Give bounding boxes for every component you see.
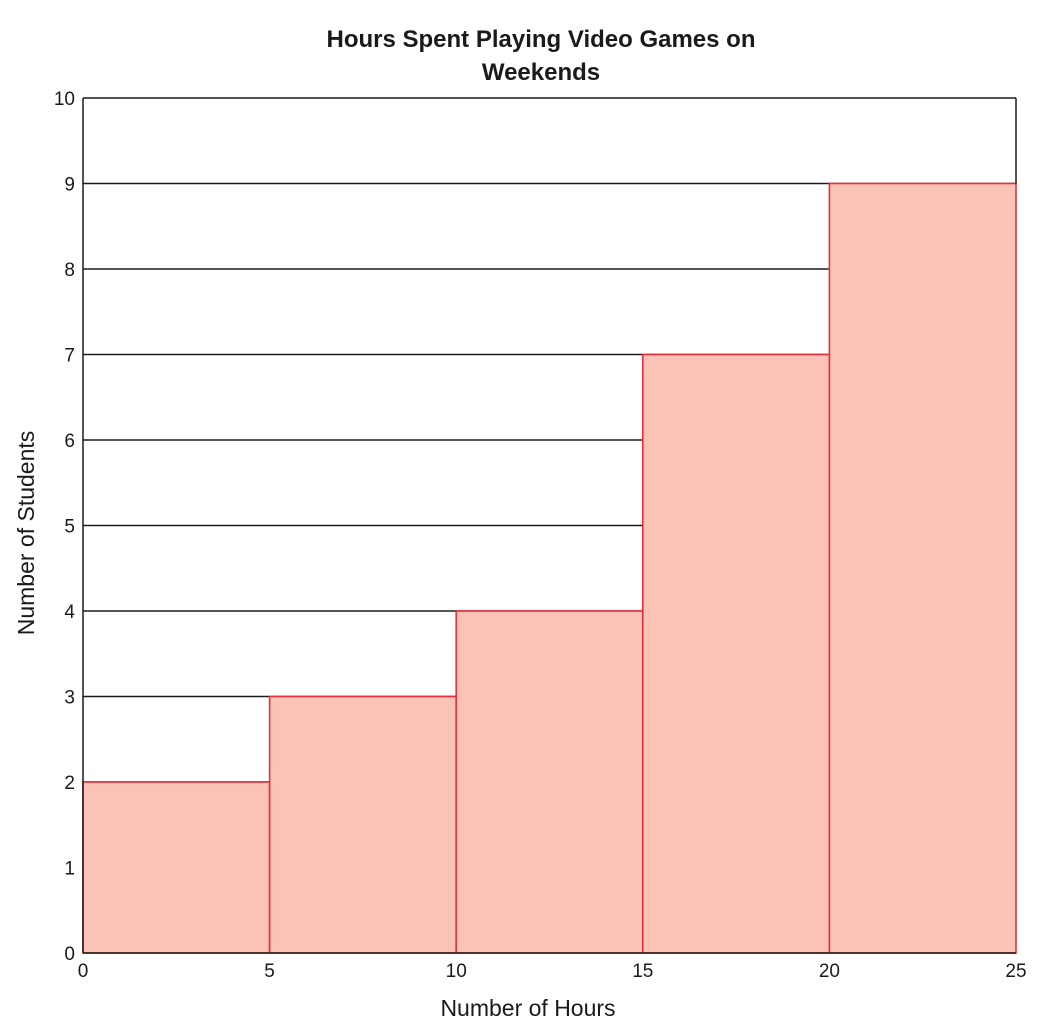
x-tick-labels: 0 5 10 15 20 25 xyxy=(78,961,1027,982)
x-tick-label-20: 20 xyxy=(819,961,840,982)
y-tick-label-6: 6 xyxy=(64,431,75,452)
chart-title-line-2: Weekends xyxy=(482,59,600,86)
y-tick-label-3: 3 xyxy=(64,688,75,709)
x-tick-label-5: 5 xyxy=(264,961,275,982)
y-tick-labels: 0 1 2 3 4 5 6 7 8 9 10 xyxy=(54,89,76,965)
y-tick-label-2: 2 xyxy=(64,773,75,794)
y-tick-label-0: 0 xyxy=(64,944,75,965)
y-tick-label-7: 7 xyxy=(64,346,75,367)
y-tick-label-4: 4 xyxy=(64,602,75,623)
bar-5-10 xyxy=(268,695,458,954)
y-axis-label: Number of Students xyxy=(13,431,39,636)
x-tick-label-25: 25 xyxy=(1005,961,1026,982)
bar-15-20 xyxy=(641,353,831,954)
y-tick-label-10: 10 xyxy=(54,89,75,110)
y-tick-label-8: 8 xyxy=(64,260,75,281)
bars xyxy=(82,182,1017,954)
x-axis-label: Number of Hours xyxy=(440,995,615,1021)
bar-20-25 xyxy=(828,182,1017,954)
bar-0-5 xyxy=(82,781,271,954)
y-tick-label-9: 9 xyxy=(64,175,75,196)
y-tick-label-5: 5 xyxy=(64,517,75,538)
x-tick-label-10: 10 xyxy=(446,961,467,982)
x-tick-label-0: 0 xyxy=(78,961,89,982)
bar-10-15 xyxy=(455,610,644,954)
plot-frame xyxy=(82,97,1017,954)
x-tick-label-15: 15 xyxy=(632,961,653,982)
y-tick-label-1: 1 xyxy=(64,859,75,880)
chart-title-line-1: Hours Spent Playing Video Games on xyxy=(327,26,756,53)
